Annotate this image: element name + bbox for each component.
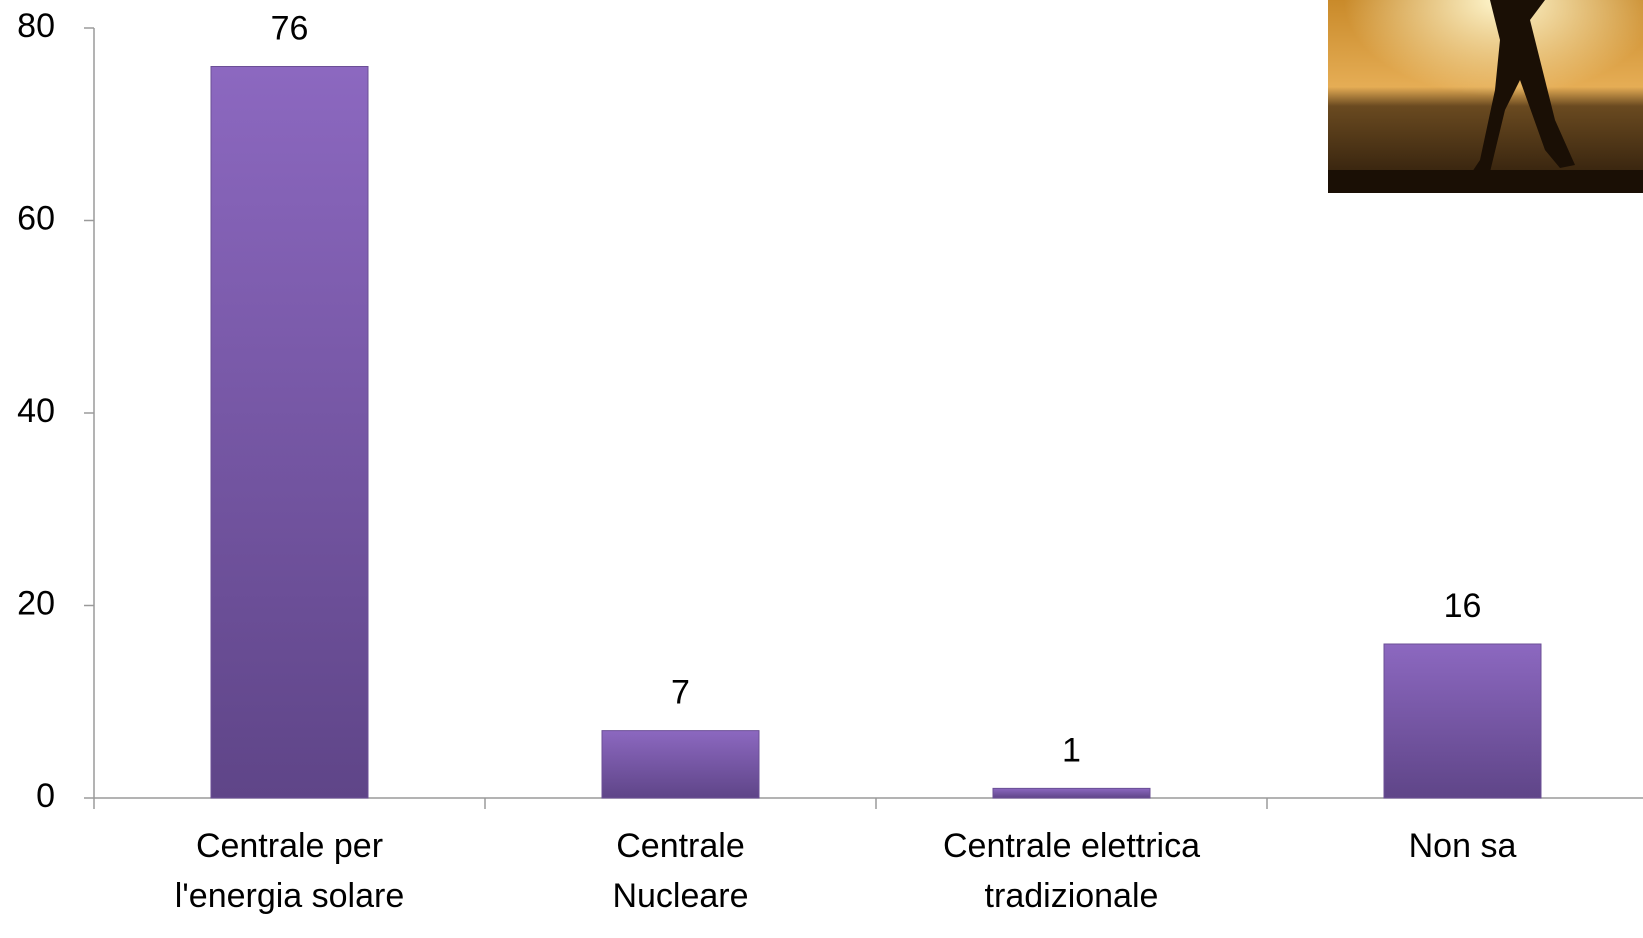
value-label: 16 bbox=[1444, 587, 1482, 625]
y-tick-label: 40 bbox=[17, 392, 55, 430]
value-label: 7 bbox=[671, 674, 690, 712]
value-label: 76 bbox=[271, 9, 309, 47]
y-tick-label: 60 bbox=[17, 199, 55, 237]
x-tick-label: Centrale Nucleare bbox=[612, 827, 749, 915]
value-label: 1 bbox=[1062, 731, 1081, 769]
y-tick-label: 80 bbox=[17, 7, 55, 45]
y-tick-label: 0 bbox=[36, 777, 55, 815]
x-tick-label: Non sa bbox=[1408, 827, 1517, 865]
bar bbox=[210, 66, 369, 799]
y-tick-label: 20 bbox=[17, 584, 55, 622]
photo bbox=[1328, 0, 1643, 193]
bar bbox=[1383, 643, 1542, 799]
x-tick-label: Centrale elettrica tradizionale bbox=[942, 827, 1200, 915]
bar bbox=[601, 730, 760, 799]
x-tick-label: Centrale per l'energia solare bbox=[174, 827, 405, 915]
bar bbox=[992, 787, 1151, 799]
